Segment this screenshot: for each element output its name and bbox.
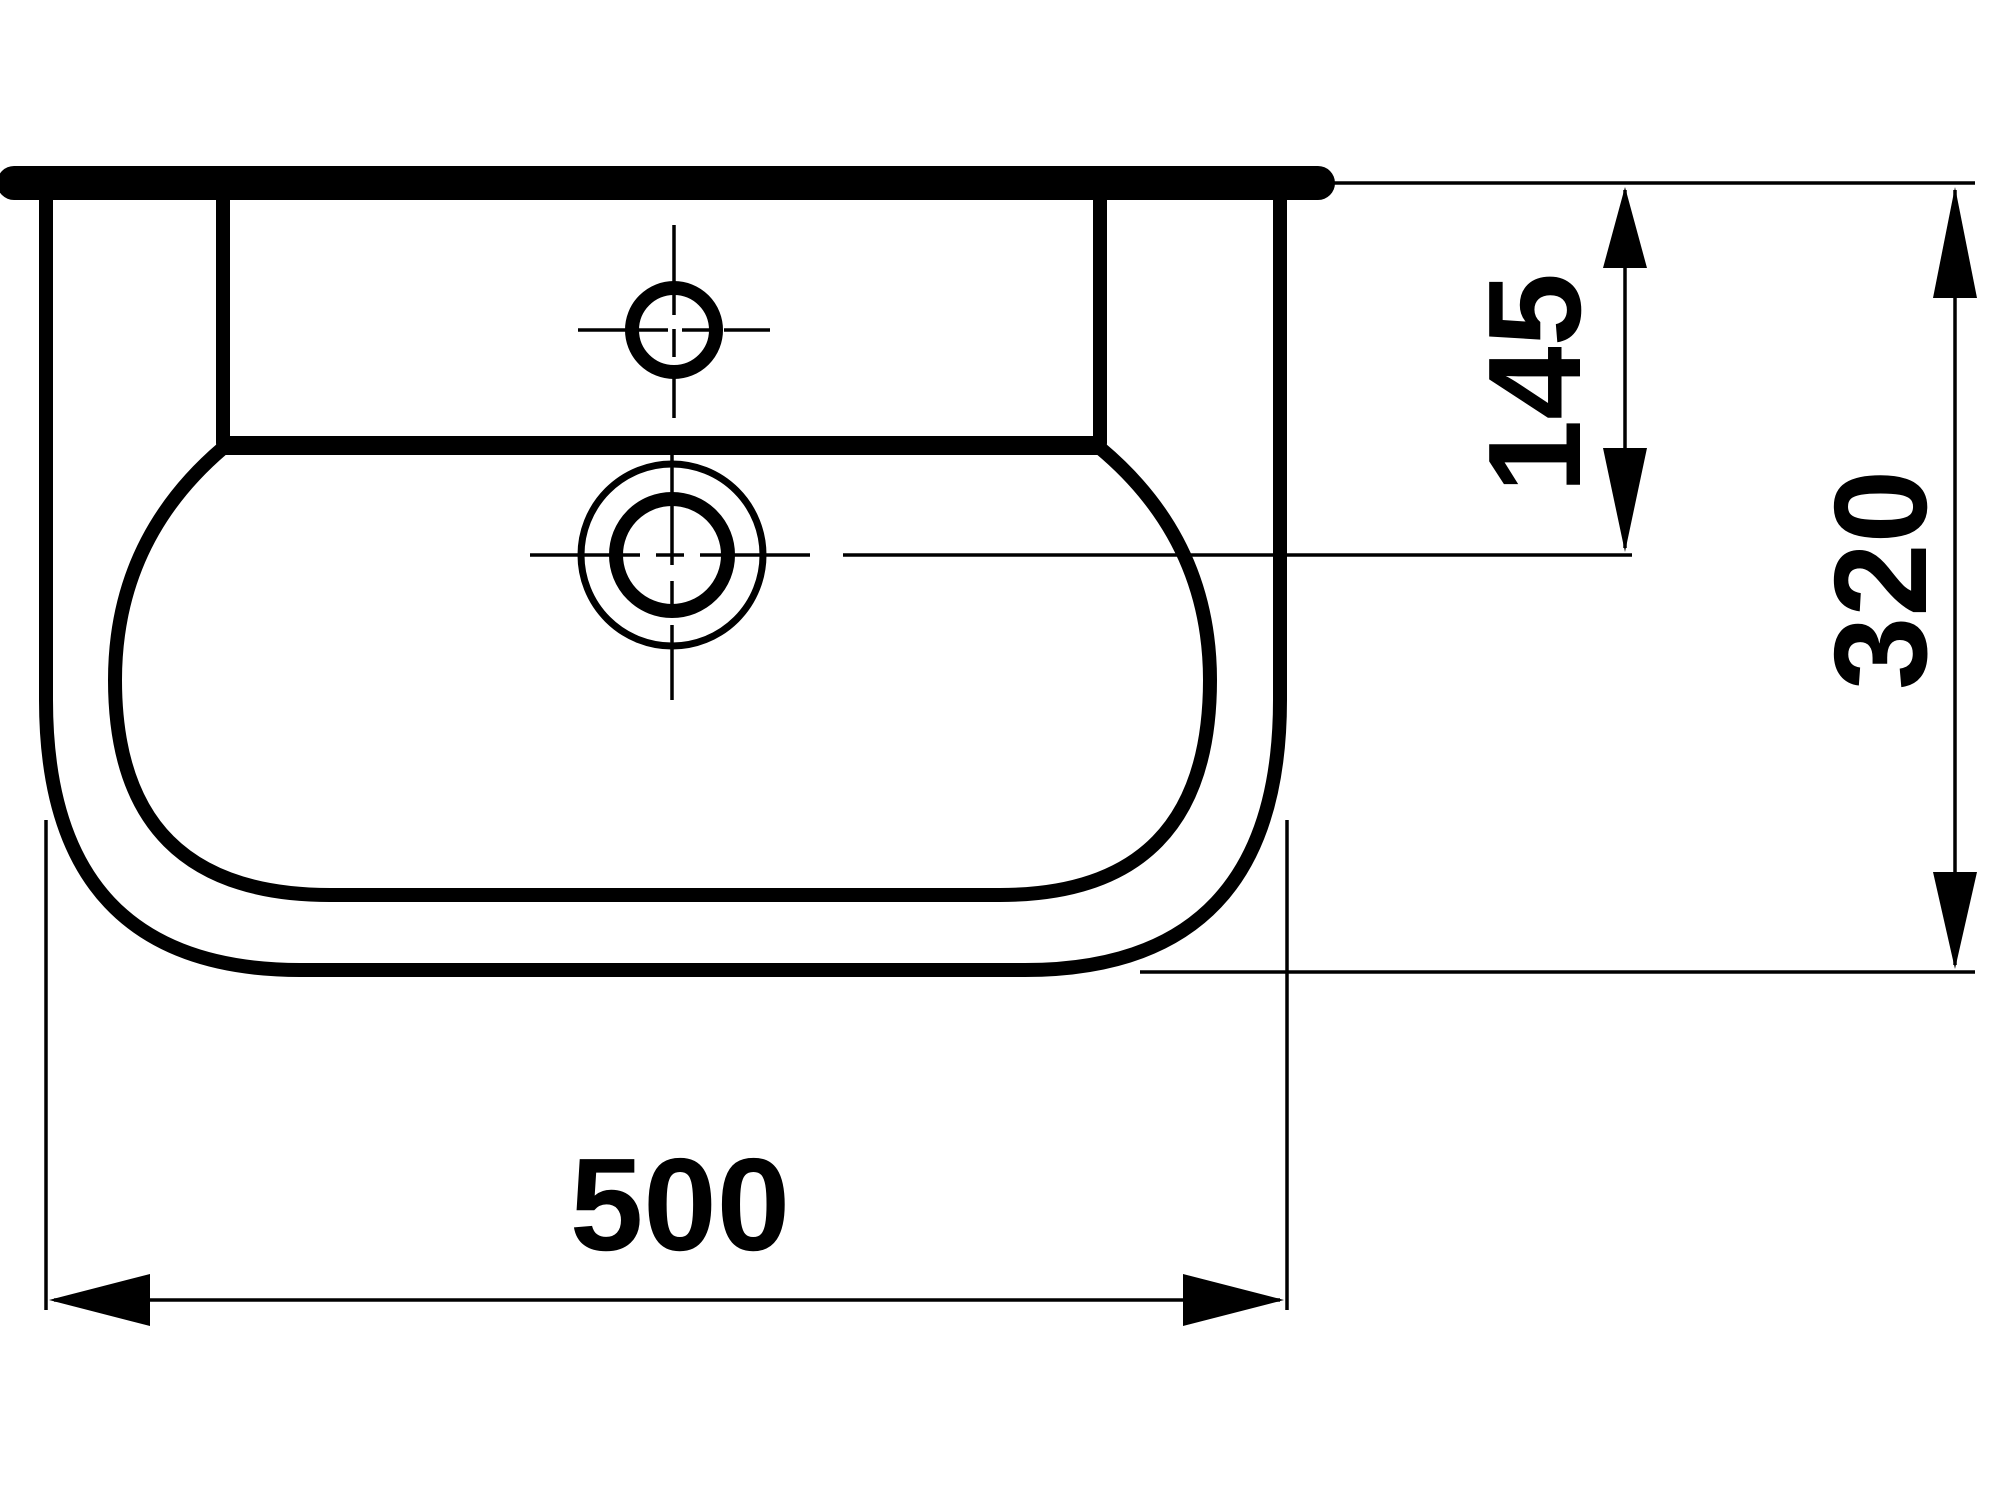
inner-bowl	[108, 441, 1217, 902]
arrow-320-bottom	[1933, 872, 1977, 969]
arrow-320-top	[1933, 187, 1977, 298]
arrow-145-top	[1603, 187, 1647, 268]
dimension-label-500: 500	[570, 1131, 790, 1278]
tap-hole	[578, 225, 770, 418]
basin-outer-wall	[39, 193, 1287, 977]
arrow-500-right	[1183, 1274, 1284, 1326]
dimension-label-320: 320	[1807, 470, 1954, 690]
basin-outline	[0, 166, 1335, 977]
arrow-145-bottom	[1603, 448, 1647, 552]
arrowheads	[49, 187, 1977, 1326]
dimension-lines	[44, 181, 1975, 1310]
waste-outlet	[530, 455, 815, 700]
dimension-label-145: 145	[1461, 273, 1608, 493]
arrow-500-left	[49, 1274, 150, 1326]
